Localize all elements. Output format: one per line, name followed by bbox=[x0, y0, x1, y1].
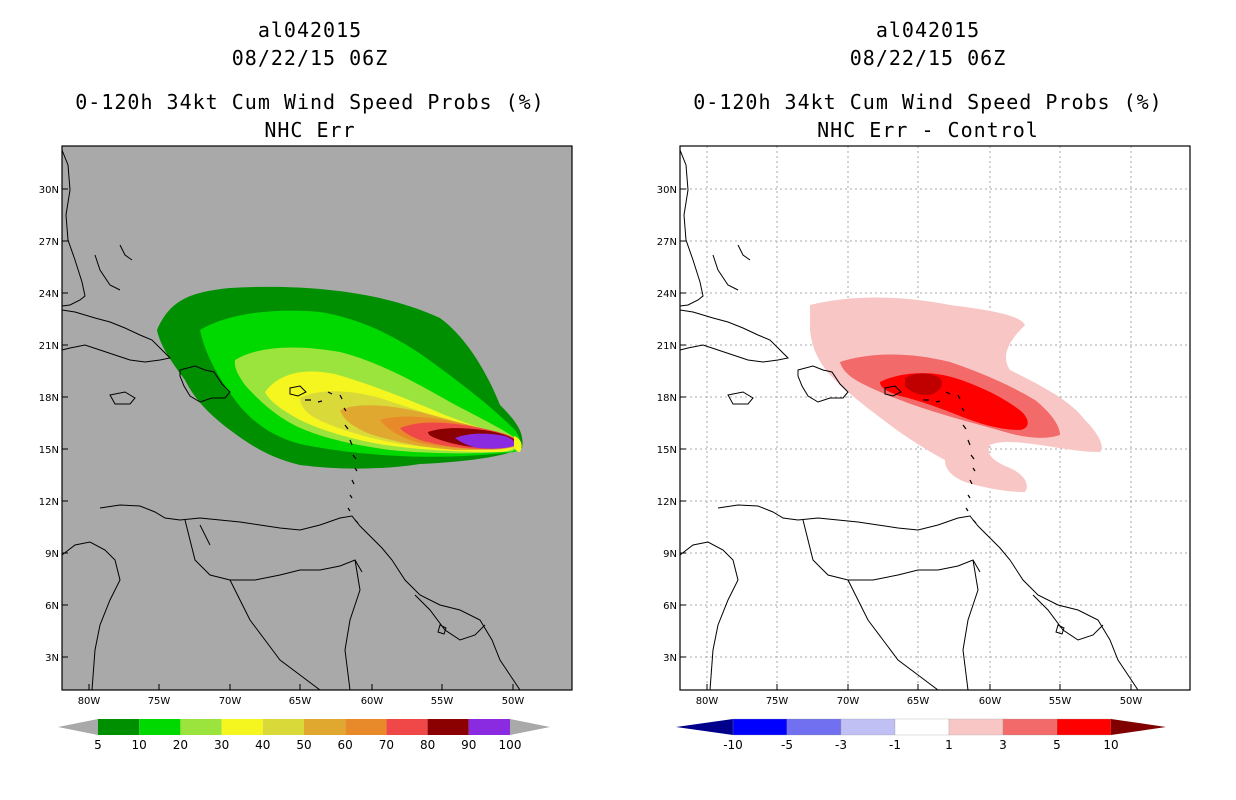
right-colorbar-label: 3 bbox=[999, 738, 1007, 752]
right-colorbar-label: 10 bbox=[1103, 738, 1118, 752]
left-lat-label: 27N bbox=[39, 237, 59, 248]
left-colorbar-label: 20 bbox=[173, 738, 188, 752]
right-product-title: 0-120h 34kt Cum Wind Speed Probs (%) bbox=[693, 90, 1163, 114]
left-lat-label: 12N bbox=[39, 497, 59, 508]
right-lat-label: 21N bbox=[657, 341, 677, 352]
right-lon-label: 60W bbox=[979, 696, 1002, 707]
left-coastlines bbox=[62, 149, 521, 690]
right-colorbar-high-arrow bbox=[1111, 719, 1166, 735]
right-colorbar-swatch bbox=[948, 718, 1004, 736]
left-lat-label: 18N bbox=[39, 393, 59, 404]
right-colorbar: -10 -5 -3 -1 1 3 5 10 bbox=[676, 718, 1166, 752]
left-colorbar-label: 80 bbox=[420, 738, 435, 752]
left-colorbar-swatch bbox=[468, 719, 510, 735]
left-lon-label: 60W bbox=[361, 696, 384, 707]
left-colorbar-label: 100 bbox=[499, 738, 522, 752]
right-lat-label: 27N bbox=[657, 237, 677, 248]
right-lon-label: 65W bbox=[907, 696, 930, 707]
left-colorbar-swatch bbox=[98, 719, 140, 735]
right-colorbar-swatch bbox=[786, 718, 842, 736]
right-colorbar-swatch bbox=[840, 718, 896, 736]
right-datetime: 08/22/15 06Z bbox=[849, 46, 1007, 70]
right-colorbar-swatch bbox=[1056, 718, 1112, 736]
left-lat-label: 24N bbox=[39, 289, 59, 300]
left-datetime: 08/22/15 06Z bbox=[231, 46, 389, 70]
right-lat-label: 15N bbox=[657, 445, 677, 456]
right-lat-label: 24N bbox=[657, 289, 677, 300]
left-lon-label: 50W bbox=[502, 696, 525, 707]
right-lat-label: 18N bbox=[657, 393, 677, 404]
left-lat-label: 21N bbox=[39, 341, 59, 352]
left-colorbar-label: 90 bbox=[461, 738, 476, 752]
right-lon-label: 55W bbox=[1049, 696, 1072, 707]
right-colorbar-label: -3 bbox=[835, 738, 847, 752]
right-map-frame bbox=[679, 145, 1191, 691]
left-lon-label: 80W bbox=[78, 696, 101, 707]
right-colorbar-label: 1 bbox=[945, 738, 953, 752]
left-colorbar-swatch bbox=[180, 719, 222, 735]
left-storm-id: al042015 bbox=[257, 18, 363, 42]
prob-band-edge bbox=[514, 436, 522, 452]
right-lon-label: 70W bbox=[837, 696, 860, 707]
right-storm-id: al042015 bbox=[875, 18, 981, 42]
right-lon-label: 75W bbox=[766, 696, 789, 707]
left-lat-label: 3N bbox=[45, 653, 59, 664]
left-lesser-antilles bbox=[305, 391, 359, 524]
left-colorbar-label: 40 bbox=[255, 738, 270, 752]
left-lon-label: 70W bbox=[219, 696, 242, 707]
left-lat-label: 15N bbox=[39, 445, 59, 456]
right-lat-label: 9N bbox=[663, 549, 677, 560]
left-colorbar-label: 5 bbox=[94, 738, 102, 752]
right-lat-label: 3N bbox=[663, 653, 677, 664]
left-colorbar-low-arrow bbox=[58, 719, 98, 735]
left-lat-label: 9N bbox=[45, 549, 59, 560]
left-lon-label: 75W bbox=[148, 696, 171, 707]
left-colorbar-label: 30 bbox=[214, 738, 229, 752]
left-map-frame bbox=[61, 145, 573, 691]
left-colorbar-label: 10 bbox=[132, 738, 147, 752]
right-lat-label: 6N bbox=[663, 601, 677, 612]
right-lon-label: 80W bbox=[696, 696, 719, 707]
right-lon-label: 50W bbox=[1120, 696, 1143, 707]
left-lon-label: 55W bbox=[431, 696, 454, 707]
left-colorbar-label: 60 bbox=[338, 738, 353, 752]
right-colorbar-low-arrow bbox=[676, 719, 733, 735]
right-colorbar-label: -1 bbox=[889, 738, 901, 752]
left-colorbar-swatch bbox=[304, 719, 346, 735]
left-subtitle: NHC Err bbox=[264, 118, 356, 142]
left-lat-label: 6N bbox=[45, 601, 59, 612]
right-lat-label: 12N bbox=[657, 497, 677, 508]
left-colorbar-swatch bbox=[221, 719, 263, 735]
diff-band-10 bbox=[905, 373, 942, 396]
right-lat-label: 30N bbox=[657, 185, 677, 196]
right-lesser-antilles bbox=[923, 391, 977, 524]
left-lon-label: 65W bbox=[289, 696, 312, 707]
right-colorbar-label: 5 bbox=[1053, 738, 1061, 752]
right-colorbar-swatch bbox=[894, 718, 950, 736]
left-colorbar-label: 70 bbox=[379, 738, 394, 752]
left-colorbar-swatch bbox=[139, 719, 181, 735]
right-subtitle: NHC Err - Control bbox=[817, 118, 1039, 142]
left-colorbar-swatch bbox=[262, 719, 304, 735]
right-coastlines bbox=[680, 149, 1139, 690]
left-colorbar-label: 50 bbox=[296, 738, 311, 752]
right-colorbar-label: -5 bbox=[781, 738, 793, 752]
left-colorbar: 5 10 20 30 40 50 60 70 80 90 100 bbox=[58, 719, 550, 752]
left-lat-label: 30N bbox=[39, 185, 59, 196]
left-colorbar-swatch bbox=[345, 719, 387, 735]
prob-band-90 bbox=[455, 433, 515, 449]
left-colorbar-swatch bbox=[427, 719, 469, 735]
right-colorbar-swatch bbox=[732, 718, 788, 736]
right-colorbar-swatch bbox=[1002, 718, 1058, 736]
left-colorbar-high-arrow bbox=[510, 719, 550, 735]
left-product-title: 0-120h 34kt Cum Wind Speed Probs (%) bbox=[75, 90, 545, 114]
right-colorbar-label: -10 bbox=[723, 738, 743, 752]
left-colorbar-swatch bbox=[386, 719, 428, 735]
